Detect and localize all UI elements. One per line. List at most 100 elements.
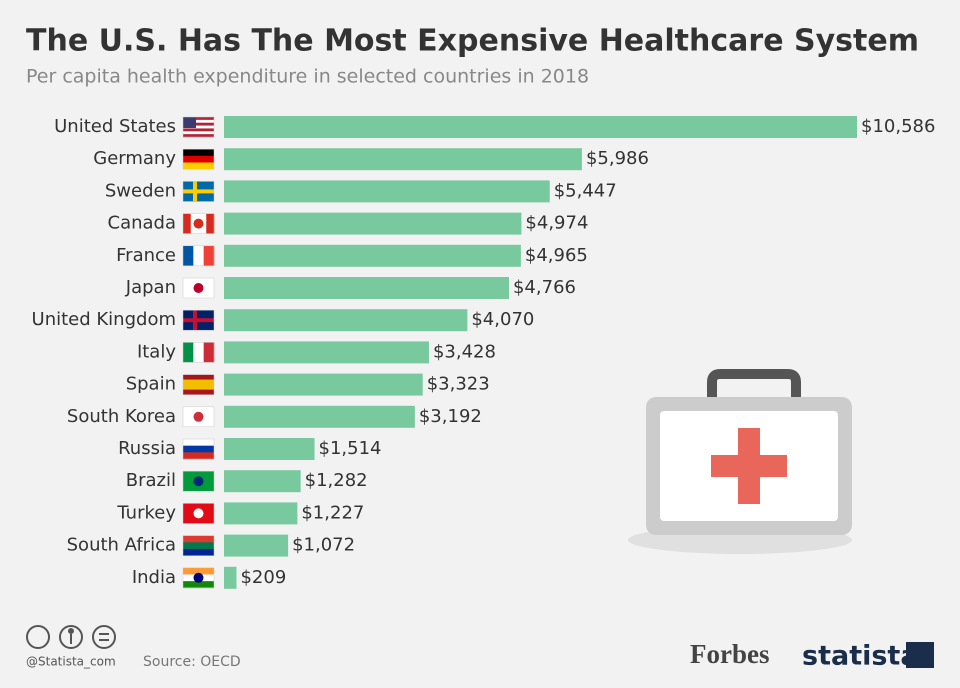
flag [182, 503, 215, 524]
flag-border [182, 342, 215, 363]
category-label: Turkey [116, 502, 176, 523]
category-label: Japan [125, 277, 176, 298]
flag [182, 567, 215, 589]
bar [224, 566, 237, 589]
flag-emblem [193, 476, 204, 487]
flag [182, 374, 215, 395]
value-label: $4,070 [471, 309, 534, 330]
category-label: Italy [137, 341, 176, 362]
flag [182, 277, 215, 299]
flag-border [182, 181, 215, 202]
flag-stripe [193, 245, 204, 266]
value-label: $1,514 [319, 438, 382, 459]
value-label: $3,192 [419, 406, 482, 427]
value-label: $3,428 [433, 341, 496, 362]
flag-stripe [183, 548, 214, 556]
flag-border [182, 438, 215, 460]
flag-stripe [183, 567, 214, 575]
flag-border [182, 309, 215, 331]
flag-stripe [183, 162, 214, 170]
flag-stripe [183, 122, 214, 126]
flag-stripe [183, 342, 194, 363]
bar [224, 502, 298, 525]
category-label: Brazil [126, 470, 176, 491]
flag-emblem [193, 572, 204, 583]
category-label: South Korea [67, 406, 176, 427]
bar [224, 405, 415, 428]
value-label: $1,227 [301, 502, 364, 523]
chart-title: The U.S. Has The Most Expensive Healthca… [26, 24, 919, 59]
category-label: Spain [126, 374, 176, 395]
category-label: United States [54, 116, 176, 137]
bar [224, 116, 857, 138]
flag-stripe [183, 445, 214, 453]
flag-stripe [183, 542, 214, 550]
flag-border [182, 567, 215, 589]
category-label: Germany [93, 148, 176, 169]
flag-stripe [183, 125, 214, 129]
category-label: Sweden [105, 180, 176, 201]
flag-stripe [203, 342, 215, 363]
flag [182, 438, 215, 460]
flag-canton [183, 117, 196, 128]
medical-kit-icon [628, 369, 852, 554]
flag-stripe [183, 213, 192, 234]
flag-stripe [183, 155, 214, 163]
flag-border [182, 116, 215, 138]
value-label: $5,986 [586, 148, 649, 169]
flag [182, 245, 215, 267]
flag-stripe [183, 131, 214, 135]
statista-mark [906, 642, 934, 668]
flag-border [182, 374, 215, 395]
value-label: $5,447 [554, 180, 617, 201]
flag [182, 181, 215, 202]
flag-stripe [183, 245, 194, 266]
statista-logo: statista [802, 641, 919, 672]
flag-border [182, 213, 215, 234]
flag-stripe [183, 452, 214, 460]
value-label: $4,766 [513, 277, 576, 298]
flag-stripe [183, 581, 214, 589]
category-label: United Kingdom [32, 309, 176, 330]
bar [224, 534, 289, 557]
value-label: $209 [240, 567, 286, 588]
forbes-logo: Forbes [690, 639, 769, 669]
category-label: India [132, 567, 176, 588]
flag-border [182, 535, 215, 556]
flag-stripe [183, 374, 214, 380]
chart-subtitle: Per capita health expenditure in selecte… [26, 66, 589, 88]
flag-border [182, 148, 215, 170]
flag-stripe [183, 128, 214, 132]
flag-stripe [183, 379, 214, 385]
category-label: Canada [108, 213, 177, 234]
flag-stripe [183, 535, 214, 543]
bar [224, 148, 582, 171]
source: Source: OECD [143, 654, 241, 670]
flag-border [182, 277, 215, 299]
category-label: South Africa [67, 535, 176, 556]
flag-emblem [193, 508, 204, 519]
cc-icons [26, 625, 116, 649]
bar [224, 212, 522, 235]
flag-stripe [183, 134, 214, 138]
flag-stripe [183, 149, 214, 157]
flag-stripe [183, 439, 214, 446]
flag-emblem [193, 411, 204, 422]
bar [224, 180, 550, 203]
flag-stripe [193, 342, 204, 363]
flag-border [182, 406, 215, 428]
flag-cross [183, 189, 214, 194]
flag [182, 309, 215, 331]
flag [182, 342, 215, 363]
category-label: Russia [118, 438, 176, 459]
bar [224, 244, 521, 267]
bar [224, 373, 423, 396]
flag-stripe [183, 117, 214, 121]
value-label: $4,974 [525, 213, 588, 234]
bar [224, 438, 315, 460]
bar [224, 341, 429, 364]
flag-border [182, 503, 215, 524]
flag [182, 213, 215, 234]
value-label: $1,072 [292, 535, 355, 556]
